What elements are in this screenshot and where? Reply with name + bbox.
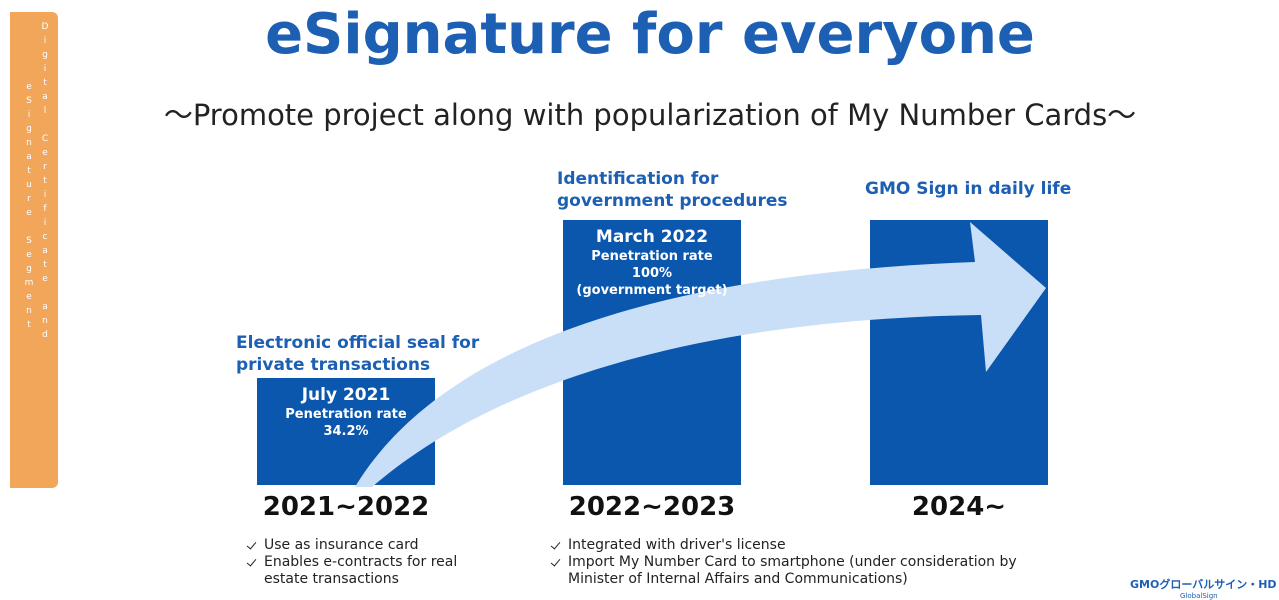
box-line: (government target) — [576, 283, 728, 298]
stage-heading: GMO Sign in daily life — [865, 178, 1071, 200]
logo-sub: GlobalSign — [1180, 592, 1218, 600]
heading-line: Electronic official seal for — [236, 333, 480, 353]
heading-line: private transactions — [236, 355, 431, 375]
sidebar-text: Digital Certificate and — [40, 22, 50, 344]
bullet: Use as insurance card — [246, 537, 486, 554]
period: 2021~2022 — [262, 492, 430, 522]
box-text: March 2022 Penetration rate 100% (governmen… — [563, 226, 741, 299]
bullet-list: Use as insurance card Enables e-contracts… — [246, 537, 486, 588]
sidebar-text: eSignature Segment — [24, 82, 34, 334]
stage-heading: Electronic official seal for private tran… — [236, 332, 479, 376]
title: eSignature for everyone — [265, 2, 1035, 67]
logo: GMOグローバルサイン・HD GlobalSign — [1130, 576, 1277, 600]
period: 2024~ — [911, 492, 1007, 522]
stage-heading: Identification for government procedures — [557, 168, 787, 212]
box-line: Penetration rate — [591, 249, 713, 264]
heading-line: GMO Sign in daily life — [865, 179, 1072, 199]
logo-main: GMOグローバルサイン・HD — [1130, 578, 1277, 591]
arrow-shape — [355, 222, 1046, 487]
box-line: March 2022 — [595, 227, 709, 247]
sidebar: eSignature Segment Digital Certificate a… — [10, 12, 58, 488]
box-line: Penetration rate — [285, 407, 407, 422]
bullet: Integrated with driver's license — [550, 537, 1030, 554]
box-line: 34.2% — [323, 424, 369, 439]
subtitle: ～Promote project along with popularizati… — [163, 98, 1137, 132]
box-line: 100% — [631, 266, 673, 281]
heading-line: government procedures — [557, 191, 788, 211]
bullet: Enables e-contracts for real estate tran… — [246, 554, 486, 588]
box-line: July 2021 — [301, 385, 391, 405]
heading-line: Identification for — [557, 169, 719, 189]
bullet-list: Integrated with driver's license Import M… — [550, 537, 1030, 588]
period: 2022~2023 — [568, 492, 736, 522]
box-text: July 2021 Penetration rate 34.2% — [257, 384, 435, 440]
bullet: Import My Number Card to smartphone (und… — [550, 554, 1030, 588]
